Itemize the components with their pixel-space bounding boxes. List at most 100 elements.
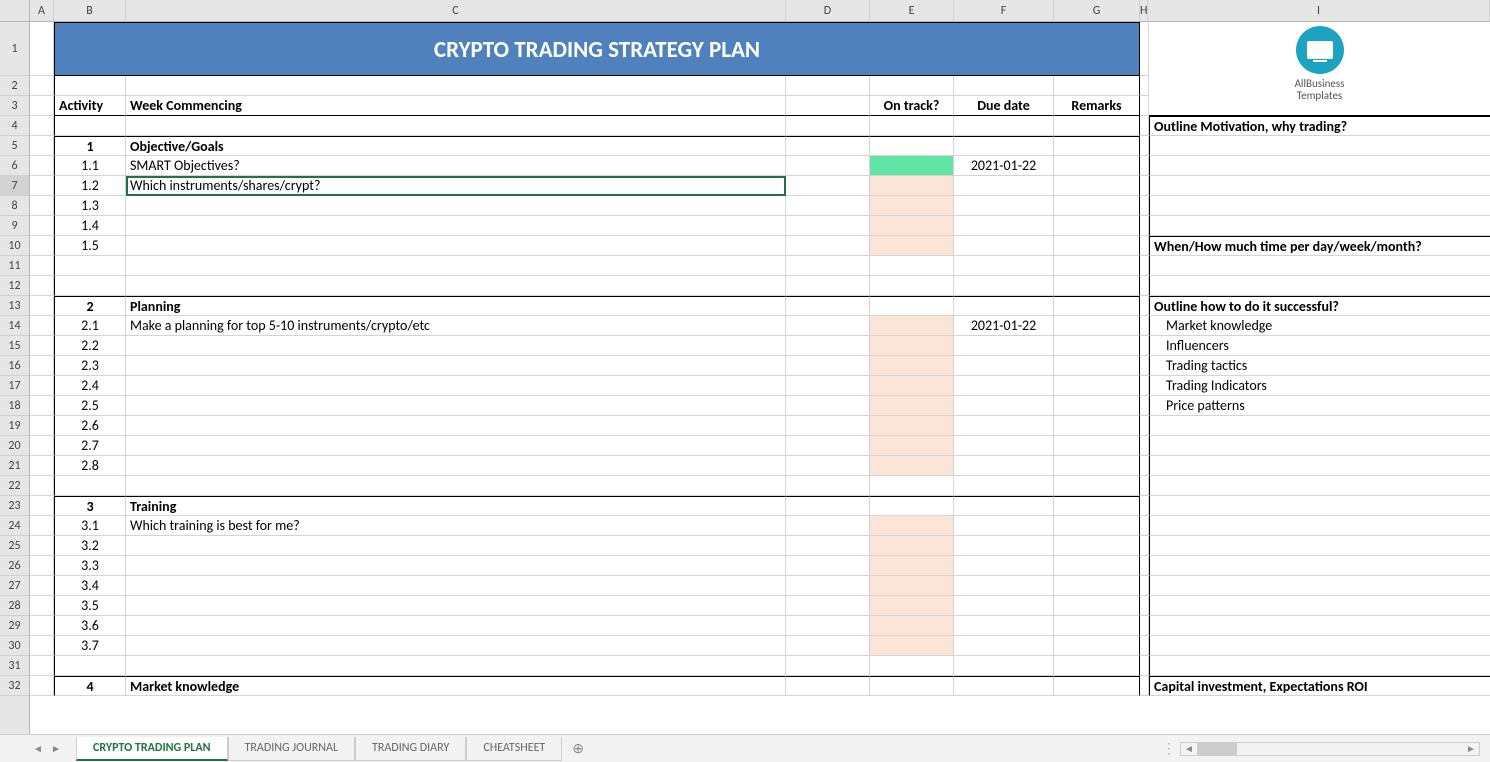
cell-C26[interactable]	[126, 556, 786, 576]
row-header-10[interactable]: 10	[0, 236, 29, 256]
cell-C4[interactable]	[126, 116, 786, 136]
cell-G32[interactable]	[1054, 676, 1140, 696]
cell-G23[interactable]	[1054, 496, 1140, 516]
cell-C19[interactable]	[126, 416, 786, 436]
cell-F22[interactable]	[954, 476, 1054, 496]
cell-I9[interactable]	[1149, 216, 1490, 236]
side-panel-text[interactable]: Price patterns	[1149, 396, 1490, 416]
cell-E5[interactable]	[870, 136, 954, 156]
cell-D14[interactable]	[786, 316, 870, 336]
cell-A8[interactable]	[30, 196, 54, 216]
cell-E16[interactable]	[870, 356, 954, 376]
row-header-30[interactable]: 30	[0, 636, 29, 656]
cell-F24[interactable]	[954, 516, 1054, 536]
cell-A13[interactable]	[30, 296, 54, 316]
cell-H29[interactable]	[1140, 616, 1149, 636]
cell-D27[interactable]	[786, 576, 870, 596]
cell-C14[interactable]: Make a planning for top 5-10 instruments…	[126, 316, 786, 336]
cell-B10[interactable]: 1.5	[54, 236, 126, 256]
cell-H21[interactable]	[1140, 456, 1149, 476]
cell-G18[interactable]	[1054, 396, 1140, 416]
cell-H23[interactable]	[1140, 496, 1149, 516]
cell-A11[interactable]	[30, 256, 54, 276]
cell-C11[interactable]	[126, 256, 786, 276]
cell-I28[interactable]	[1149, 596, 1490, 616]
cell-G25[interactable]	[1054, 536, 1140, 556]
side-panel-text[interactable]: Influencers	[1149, 336, 1490, 356]
row-header-27[interactable]: 27	[0, 576, 29, 596]
cell-C23[interactable]: Training	[126, 496, 786, 516]
cell-F2[interactable]	[954, 76, 1054, 96]
cell-B8[interactable]: 1.3	[54, 196, 126, 216]
cell-E4[interactable]	[870, 116, 954, 136]
cell-I24[interactable]	[1149, 516, 1490, 536]
cell-A25[interactable]	[30, 536, 54, 556]
cell-H6[interactable]	[1140, 156, 1149, 176]
row-header-11[interactable]: 11	[0, 256, 29, 276]
cell-D31[interactable]	[786, 656, 870, 676]
cell-B5[interactable]: 1	[54, 136, 126, 156]
cell-C13[interactable]: Planning	[126, 296, 786, 316]
column-header-F[interactable]: F	[954, 0, 1054, 21]
cell-B27[interactable]: 3.4	[54, 576, 126, 596]
cell-A21[interactable]	[30, 456, 54, 476]
cell-A14[interactable]	[30, 316, 54, 336]
cell-D32[interactable]	[786, 676, 870, 696]
cell-A12[interactable]	[30, 276, 54, 296]
cell-E23[interactable]	[870, 496, 954, 516]
cell-F10[interactable]	[954, 236, 1054, 256]
cell-I21[interactable]	[1149, 456, 1490, 476]
cell-E27[interactable]	[870, 576, 954, 596]
row-header-17[interactable]: 17	[0, 376, 29, 396]
cell-D8[interactable]	[786, 196, 870, 216]
row-header-23[interactable]: 23	[0, 496, 29, 516]
row-header-9[interactable]: 9	[0, 216, 29, 236]
cell-D5[interactable]	[786, 136, 870, 156]
cell-H15[interactable]	[1140, 336, 1149, 356]
cell-F17[interactable]	[954, 376, 1054, 396]
cell-B20[interactable]: 2.7	[54, 436, 126, 456]
cell-F21[interactable]	[954, 456, 1054, 476]
cell-G4[interactable]	[1054, 116, 1140, 136]
cell-I20[interactable]	[1149, 436, 1490, 456]
cell-D4[interactable]	[786, 116, 870, 136]
cell-C5[interactable]: Objective/Goals	[126, 136, 786, 156]
cell-A1[interactable]	[30, 22, 54, 76]
cell-E6[interactable]	[870, 156, 954, 176]
cell-H24[interactable]	[1140, 516, 1149, 536]
tab-divider-icon[interactable]: ⋮	[1162, 740, 1176, 757]
cell-F29[interactable]	[954, 616, 1054, 636]
cell-C28[interactable]	[126, 596, 786, 616]
cell-F20[interactable]	[954, 436, 1054, 456]
cell-G30[interactable]	[1054, 636, 1140, 656]
cell-B15[interactable]: 2.2	[54, 336, 126, 356]
cell-E29[interactable]	[870, 616, 954, 636]
cell-B12[interactable]	[54, 276, 126, 296]
cell-G31[interactable]	[1054, 656, 1140, 676]
sheet-tab-trading-journal[interactable]: TRADING JOURNAL	[228, 737, 355, 761]
add-sheet-button[interactable]: ⊕	[562, 736, 594, 761]
cell-D15[interactable]	[786, 336, 870, 356]
cell-I3[interactable]	[1149, 96, 1490, 116]
cell-F28[interactable]	[954, 596, 1054, 616]
cell-H19[interactable]	[1140, 416, 1149, 436]
cell-F32[interactable]	[954, 676, 1054, 696]
cell-B3[interactable]: Activity	[54, 96, 126, 116]
cell-E7[interactable]	[870, 176, 954, 196]
cell-F12[interactable]	[954, 276, 1054, 296]
cell-A18[interactable]	[30, 396, 54, 416]
cell-D6[interactable]	[786, 156, 870, 176]
cell-F25[interactable]	[954, 536, 1054, 556]
cell-I11[interactable]	[1149, 256, 1490, 276]
cell-E14[interactable]	[870, 316, 954, 336]
cell-A27[interactable]	[30, 576, 54, 596]
cell-E22[interactable]	[870, 476, 954, 496]
cell-B30[interactable]: 3.7	[54, 636, 126, 656]
column-header-H[interactable]: H	[1140, 0, 1148, 21]
cell-I6[interactable]	[1149, 156, 1490, 176]
row-header-22[interactable]: 22	[0, 476, 29, 496]
cell-B28[interactable]: 3.5	[54, 596, 126, 616]
cell-C6[interactable]: SMART Objectives?	[126, 156, 786, 176]
row-header-1[interactable]: 1	[0, 22, 29, 76]
row-header-5[interactable]: 5	[0, 136, 29, 156]
